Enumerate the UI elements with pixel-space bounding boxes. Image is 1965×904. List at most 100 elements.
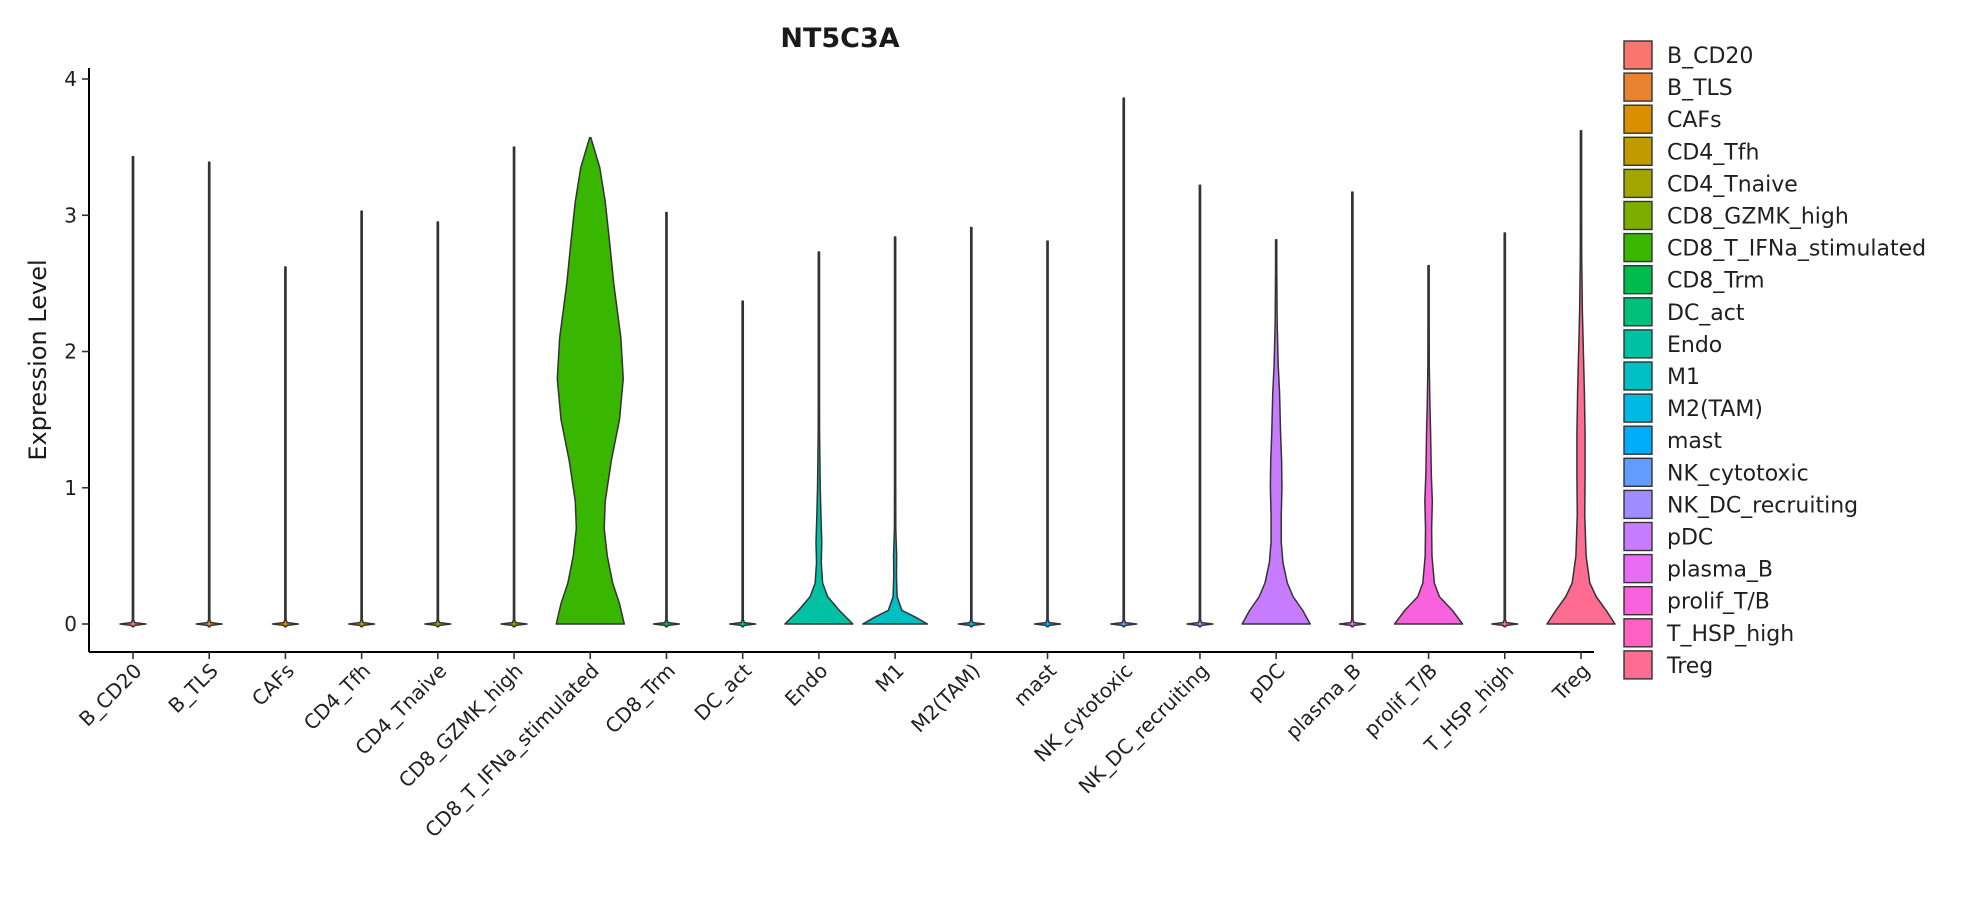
legend-item: prolif_T/B bbox=[1623, 586, 1770, 616]
violin-group bbox=[1110, 97, 1138, 628]
legend-swatch bbox=[1623, 329, 1653, 359]
legend-label: NK_cytotoxic bbox=[1667, 461, 1809, 486]
legend-swatch bbox=[1623, 297, 1653, 327]
violin-shape bbox=[862, 236, 929, 625]
legend-swatch bbox=[1623, 200, 1653, 231]
violin-shape bbox=[1186, 184, 1214, 628]
legend-swatch bbox=[1623, 425, 1653, 455]
x-tick-label: mast bbox=[1009, 658, 1061, 710]
legend-label: plasma_B bbox=[1667, 558, 1773, 583]
violin-group bbox=[271, 266, 300, 628]
x-tick-label: B_CD20 bbox=[74, 659, 147, 732]
chart-title: NT5C3A bbox=[780, 23, 899, 54]
legend: B_CD20 B_TLS CAFs CD4_Tfh CD4_Tnaive CD8_GZMK… bbox=[1623, 40, 1926, 680]
violin-group bbox=[500, 146, 528, 628]
legend-item: CD4_Tfh bbox=[1623, 136, 1759, 167]
violin-shape bbox=[555, 136, 626, 625]
legend-swatch bbox=[1623, 393, 1653, 423]
violin-group bbox=[1338, 191, 1367, 628]
violin-shape bbox=[500, 146, 528, 628]
legend-item: DC_act bbox=[1623, 297, 1745, 327]
violin-shape bbox=[957, 226, 985, 628]
legend-label: T_HSP_high bbox=[1666, 622, 1794, 647]
x-tick-label: plasma_B bbox=[1281, 659, 1366, 744]
legend-label: NK_DC_recruiting bbox=[1667, 493, 1858, 518]
y-tick-label: 1 bbox=[64, 476, 77, 500]
legend-label: CD4_Tfh bbox=[1667, 140, 1759, 165]
violin-group bbox=[1546, 130, 1616, 625]
violin-group bbox=[195, 161, 223, 628]
legend-swatch bbox=[1623, 521, 1653, 552]
legend-swatch bbox=[1623, 72, 1653, 102]
x-tick-label: Treg bbox=[1547, 659, 1594, 706]
legend-swatch bbox=[1623, 104, 1653, 134]
violin-shape bbox=[1491, 232, 1519, 628]
legend-swatch bbox=[1623, 265, 1653, 295]
legend-swatch bbox=[1623, 40, 1653, 70]
violin-group bbox=[862, 236, 929, 625]
violin-group bbox=[957, 226, 985, 628]
violin-group bbox=[424, 221, 452, 628]
legend-item: NK_cytotoxic bbox=[1623, 457, 1809, 487]
legend-item: CD8_Trm bbox=[1623, 265, 1765, 295]
legend-label: CD8_GZMK_high bbox=[1667, 205, 1849, 230]
x-tick-label: M2(TAM) bbox=[906, 659, 985, 738]
legend-item: T_HSP_high bbox=[1623, 618, 1794, 648]
legend-label: pDC bbox=[1667, 526, 1713, 551]
legend-item: B_TLS bbox=[1623, 72, 1733, 102]
violin-group bbox=[1033, 240, 1062, 628]
legend-label: CD4_Tnaive bbox=[1667, 172, 1798, 197]
x-tick-label: CAFs bbox=[247, 659, 299, 711]
legend-item: mast bbox=[1623, 425, 1722, 455]
legend-item: NK_DC_recruiting bbox=[1623, 489, 1858, 520]
legend-item: M1 bbox=[1623, 361, 1700, 391]
legend-label: CD8_T_IFNa_stimulated bbox=[1667, 237, 1926, 262]
violin-shape bbox=[347, 210, 376, 628]
x-tick-label: pDC bbox=[1243, 659, 1290, 706]
legend-item: CD8_T_IFNa_stimulated bbox=[1623, 232, 1926, 263]
violin-group bbox=[119, 155, 147, 628]
violin-shape bbox=[1546, 130, 1616, 625]
y-tick-label: 2 bbox=[64, 340, 77, 364]
legend-item: Endo bbox=[1623, 329, 1722, 359]
legend-label: Treg bbox=[1666, 654, 1713, 679]
violin-group bbox=[784, 251, 854, 625]
violin-group bbox=[1491, 232, 1519, 628]
legend-swatch bbox=[1623, 457, 1653, 487]
legend-item: CD4_Tnaive bbox=[1623, 168, 1798, 199]
x-tick-label: CD8_Trm bbox=[600, 659, 680, 739]
legend-label: CAFs bbox=[1667, 108, 1722, 133]
violin-shape bbox=[1033, 240, 1062, 628]
violin-group bbox=[1393, 264, 1464, 625]
x-tick-label: CD4_Tfh bbox=[299, 659, 375, 735]
legend-swatch bbox=[1623, 136, 1653, 167]
violin-group bbox=[652, 211, 681, 628]
legend-swatch bbox=[1623, 168, 1653, 199]
legend-swatch bbox=[1623, 553, 1653, 584]
legend-item: plasma_B bbox=[1623, 553, 1773, 584]
violin-shape bbox=[119, 155, 147, 628]
legend-item: B_CD20 bbox=[1623, 40, 1753, 70]
legend-swatch bbox=[1623, 232, 1653, 263]
violin-group bbox=[1241, 239, 1311, 625]
x-tick-label: B_TLS bbox=[164, 659, 223, 718]
y-tick-label: 4 bbox=[64, 67, 77, 91]
x-tick-label: Endo bbox=[780, 659, 833, 712]
legend-item: CAFs bbox=[1623, 104, 1722, 134]
legend-swatch bbox=[1623, 650, 1653, 680]
violin-group bbox=[729, 300, 757, 628]
legend-label: M2(TAM) bbox=[1667, 397, 1763, 422]
legend-label: mast bbox=[1667, 429, 1722, 454]
violin-group bbox=[1186, 184, 1214, 628]
legend-item: pDC bbox=[1623, 521, 1713, 552]
x-tick-label: NK_DC_recruiting bbox=[1074, 659, 1214, 799]
legend-item: Treg bbox=[1623, 650, 1713, 680]
violin-shape bbox=[1338, 191, 1367, 628]
legend-swatch bbox=[1623, 586, 1653, 616]
legend-swatch bbox=[1623, 618, 1653, 648]
legend-label: B_CD20 bbox=[1667, 44, 1753, 69]
legend-swatch bbox=[1623, 361, 1653, 391]
